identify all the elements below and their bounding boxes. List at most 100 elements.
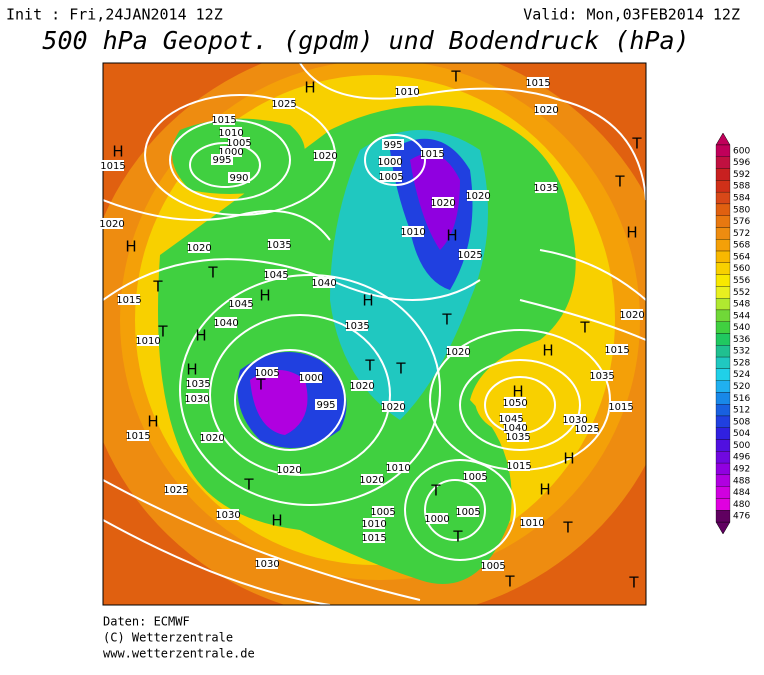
label-box [220, 146, 242, 157]
colorbar-label: 532 [733, 347, 750, 357]
colorbar-label: 480 [733, 500, 750, 510]
colorbar-label: 492 [733, 464, 750, 474]
isobar-label: 1005 [254, 368, 279, 379]
label-box [230, 298, 252, 309]
colorbar-label: 508 [733, 417, 750, 427]
label-box [591, 370, 613, 381]
label-box [201, 432, 223, 443]
colorbar-label: 552 [733, 288, 750, 298]
colorbar-swatch [715, 486, 731, 499]
label-box [211, 154, 233, 165]
colorbar-swatch [715, 380, 731, 393]
map-title: 500 hPa Geopot. (gpdm) und Bodendruck (h… [42, 26, 689, 55]
colorbar-swatch [715, 427, 731, 440]
pressure-center: H [125, 238, 136, 256]
isobar-label: 1040 [502, 423, 527, 434]
colorbar-label: 580 [733, 205, 750, 215]
colorbar-swatch [715, 239, 731, 252]
label-box [361, 474, 383, 485]
colorbar-swatch [715, 250, 731, 263]
colorbar-label: 520 [733, 382, 750, 392]
colorbar-swatch [715, 392, 731, 405]
isobar-label: 1045 [228, 299, 253, 310]
isobar-label: 1025 [271, 99, 296, 110]
label-box [576, 423, 598, 434]
data-source: Daten: ECMWF [103, 615, 190, 629]
isobar-label: 1010 [400, 227, 425, 238]
colorbar-label: 592 [733, 170, 750, 180]
label-box [315, 399, 337, 410]
pressure-center: T [152, 278, 163, 296]
colorbar-swatch [715, 156, 731, 169]
label-box [313, 277, 335, 288]
isobar-label: 1015 [608, 402, 633, 413]
colorbar-label: 596 [733, 158, 750, 168]
isobar-label: 1015 [211, 115, 236, 126]
pressure-center: T [579, 319, 590, 337]
colorbar-label: 584 [733, 194, 750, 204]
isobar-label: 1025 [457, 250, 482, 261]
colorbar-swatch [715, 227, 731, 240]
label-box [459, 249, 481, 260]
map-frame [102, 62, 647, 606]
isobar-label: 995 [316, 400, 335, 411]
isobar-label: 1050 [502, 398, 527, 409]
colorbar-swatch [715, 404, 731, 417]
colorbar-swatch [715, 274, 731, 287]
isobar-label: 1030 [254, 559, 279, 570]
colorbar-swatch [715, 333, 731, 346]
isobar-label: 1015 [525, 78, 550, 89]
colorbar-swatch [715, 462, 731, 476]
label-box [137, 335, 159, 346]
colorbar-swatch [715, 439, 731, 452]
isobar-label: 1015 [125, 431, 150, 442]
pressure-center: H [195, 327, 206, 345]
pressure-center: H [563, 450, 574, 468]
pressure-center: T [562, 519, 573, 537]
isobar-label: 1020 [312, 151, 337, 162]
colorbar-label: 488 [733, 476, 750, 486]
pressure-center: T [255, 376, 266, 394]
pressure-center: H [112, 143, 123, 161]
isobar-label: 1025 [163, 485, 188, 496]
isobar-label: 995 [212, 155, 231, 166]
label-box [382, 139, 404, 150]
colorbar-label: 524 [733, 370, 750, 380]
label-box [402, 226, 424, 237]
pressure-center: H [362, 292, 373, 310]
isobar-label: 1035 [344, 321, 369, 332]
colorbar-swatch [715, 203, 731, 216]
isobar-label: 1040 [311, 278, 336, 289]
label-box [186, 393, 208, 404]
colorbar-swatch [715, 262, 731, 275]
isobar-label: 1035 [185, 379, 210, 390]
label-box [482, 560, 504, 571]
label-box [363, 532, 385, 543]
label-box [346, 320, 368, 331]
isobar-label: 1020 [619, 310, 644, 321]
label-box [426, 513, 448, 524]
colorbar-label: 556 [733, 276, 750, 286]
pressure-center: H [512, 383, 523, 401]
label-box [351, 380, 373, 391]
label-box [432, 197, 454, 208]
label-box [256, 367, 278, 378]
label-box [265, 269, 287, 280]
colorbar-swatch [715, 309, 731, 322]
pressure-center: T [450, 68, 461, 86]
label-box [101, 218, 123, 229]
isobar-label: 1020 [276, 465, 301, 476]
pressure-center: T [504, 573, 515, 591]
label-box [228, 137, 250, 148]
colorbar-swatch [715, 510, 731, 523]
pressure-center: T [441, 311, 452, 329]
isobar-label: 1000 [424, 514, 449, 525]
label-box [467, 190, 489, 201]
isobar-label: 1000 [377, 157, 402, 168]
label-box [535, 104, 557, 115]
colorbar-label: 548 [733, 300, 750, 310]
isobar-label: 1015 [100, 161, 125, 172]
colorbar-label: 560 [733, 264, 750, 274]
isobar-label: 1015 [419, 149, 444, 160]
